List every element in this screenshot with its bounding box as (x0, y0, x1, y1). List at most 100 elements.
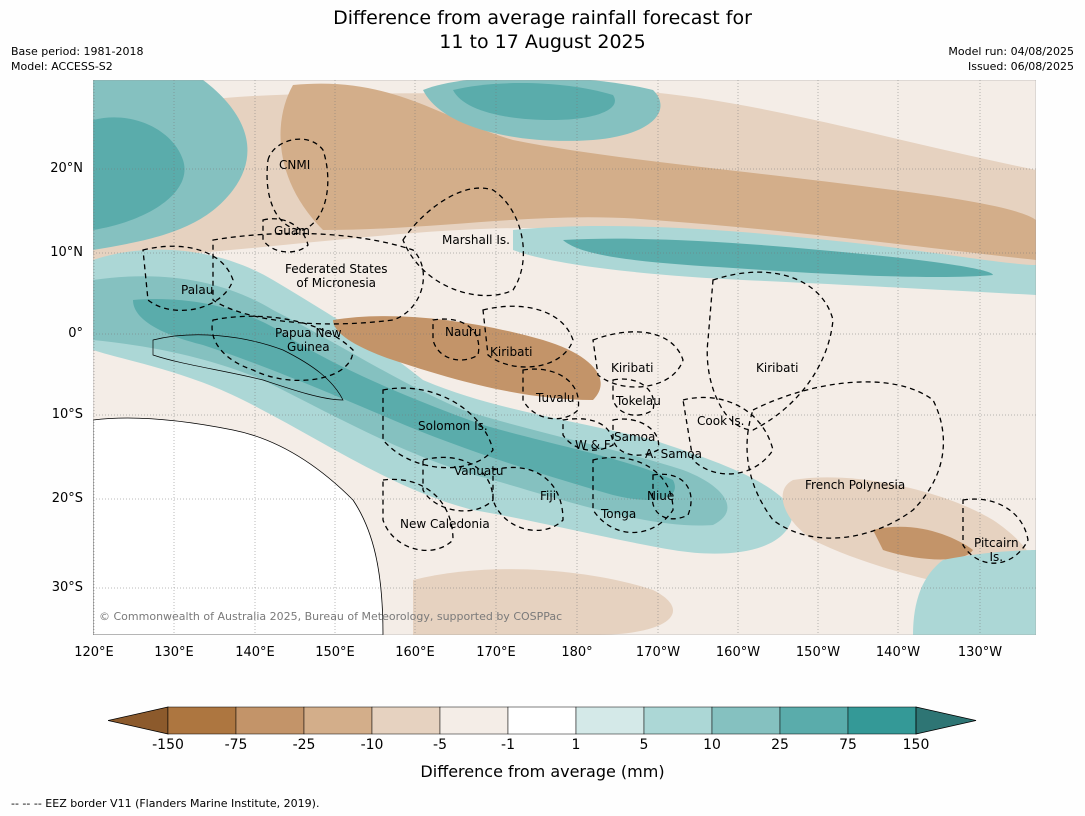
issued-date: Issued: 06/08/2025 (967, 60, 1074, 73)
label-tokelau: Tokelau (616, 394, 661, 408)
label-png: Papua New Guinea (275, 326, 342, 354)
eez-samoa (612, 418, 660, 456)
label-png-line-2: Guinea (287, 340, 330, 354)
lon-label-180: 180° (561, 645, 593, 660)
eez-fsm (212, 232, 425, 325)
eez-vanuatu (422, 456, 494, 512)
label-marshall: Marshall Is. (442, 233, 510, 247)
label-fsm: Federated States of Micronesia (285, 262, 387, 290)
colorbar-title: Difference from average (mm) (420, 762, 665, 781)
eez-kiribati-central (592, 331, 684, 388)
colorbar-tick-label: 5 (639, 737, 649, 753)
label-pitcairn: Pitcairn Is. (974, 536, 1019, 564)
colorbar-swatch (371, 706, 441, 735)
colorbar-extend-high (915, 706, 977, 735)
meta-right: Model run: 04/08/2025 Issued: 06/08/2025 (948, 44, 1074, 74)
lon-label-160w: 160°W (715, 645, 761, 660)
colorbar-swatch (643, 706, 713, 735)
label-solomon: Solomon Is. (418, 419, 488, 433)
colorbar-tick-label: -10 (360, 737, 384, 753)
label-nauru: Nauru (445, 325, 482, 339)
lat-label-10s: 10°S (51, 407, 83, 422)
wet-streak-core (563, 238, 993, 278)
colorbar-tick-label: 75 (839, 737, 857, 753)
rainfall-map (93, 80, 1036, 635)
label-pitcairn-line-1: Pitcairn (974, 536, 1019, 550)
wet-spcz-core (133, 299, 675, 500)
colorbar-swatch (439, 706, 509, 735)
eez-guam (262, 218, 309, 253)
lat-label-30s: 30°S (51, 580, 83, 595)
colorbar-tick-label: -25 (292, 737, 316, 753)
eez-niue (651, 473, 692, 520)
graticule (93, 80, 1036, 635)
colorbar-swatch (711, 706, 781, 735)
colorbar-tick-label: -1 (501, 737, 515, 753)
colorbar-tick-label: -150 (152, 737, 184, 753)
australia-landmass (93, 417, 384, 635)
label-fsm-line-1: Federated States (285, 262, 388, 276)
colorbar-tick-label: 150 (902, 737, 930, 753)
colorbar-tick-label: 1 (571, 737, 581, 753)
colorbar-tick-label: -5 (433, 737, 447, 753)
eez-cnmi (266, 138, 329, 231)
eez-pitcairn (962, 498, 1029, 564)
new-guinea-coast (152, 334, 344, 401)
dry-core-north (280, 83, 1036, 260)
label-pitcairn-line-2: Is. (989, 550, 1004, 564)
eez-kiribati-east (706, 271, 834, 431)
colorbar-swatch (847, 706, 917, 735)
eez-tonga (592, 456, 674, 533)
label-niue: Niue (647, 489, 675, 503)
colorbar-extend-low (108, 706, 169, 735)
lat-label-20s: 20°S (51, 491, 83, 506)
colorbar-swatch (779, 706, 849, 735)
eez-footnote: -- -- -- EEZ border V11 (Flanders Marine… (11, 797, 320, 810)
label-samoa: Samoa (614, 430, 656, 444)
wet-south-east (913, 550, 1036, 635)
lon-label-140e: 140°E (235, 645, 275, 660)
label-vanuatu: Vanuatu (454, 464, 504, 478)
label-cook: Cook Is. (697, 414, 745, 428)
lat-label-0: 0° (68, 326, 83, 341)
eez-marshall (402, 187, 525, 297)
lat-label-20n: 20°N (50, 161, 83, 176)
dry-south-west (413, 569, 673, 635)
model-run: Model run: 04/08/2025 (948, 45, 1074, 58)
label-png-line-1: Papua New (275, 326, 342, 340)
label-fsm-line-2: of Micronesia (296, 276, 377, 290)
model-name: Model: ACCESS-S2 (11, 60, 113, 73)
colorbar-swatch (507, 706, 577, 735)
lat-label-10n: 10°N (50, 245, 83, 260)
colorbar-tick-label: 25 (771, 737, 789, 753)
colorbar-tick-label: 10 (703, 737, 721, 753)
label-kiribati-central: Kiribati (611, 361, 654, 375)
lon-label-160e: 160°E (395, 645, 435, 660)
eez-tuvalu (522, 368, 580, 420)
label-french-polynesia: French Polynesia (805, 478, 906, 492)
colorbar-swatch (167, 706, 237, 735)
lon-label-170e: 170°E (476, 645, 516, 660)
wet-northwest-core (93, 117, 185, 230)
label-kiribati-east: Kiribati (756, 361, 799, 375)
label-tuvalu: Tuvalu (536, 391, 575, 405)
wet-north-central-core (453, 83, 615, 120)
eez-kiribati-west (482, 305, 574, 368)
copyright-notice: © Commonwealth of Australia 2025, Bureau… (99, 610, 563, 623)
label-guam: Guam (274, 224, 310, 238)
label-tonga: Tonga (601, 507, 637, 521)
eez-french-polynesia (746, 381, 945, 539)
colorbar-tick-label: -75 (224, 737, 248, 753)
label-wf: W & F (575, 438, 611, 452)
lon-label-130w: 130°W (957, 645, 1003, 660)
title-line-2: 11 to 17 August 2025 (439, 31, 646, 53)
eez-wf (562, 418, 614, 451)
eez-nauru (432, 318, 480, 361)
label-american-samoa: A. Samoa (645, 447, 702, 461)
lon-label-140w: 140°W (875, 645, 921, 660)
eez-solomon (382, 387, 494, 469)
meta-left: Base period: 1981-2018 Model: ACCESS-S2 (11, 44, 143, 74)
colorbar (108, 706, 977, 735)
eez-tokelau (612, 378, 655, 416)
lon-label-120e: 120°E (74, 645, 114, 660)
